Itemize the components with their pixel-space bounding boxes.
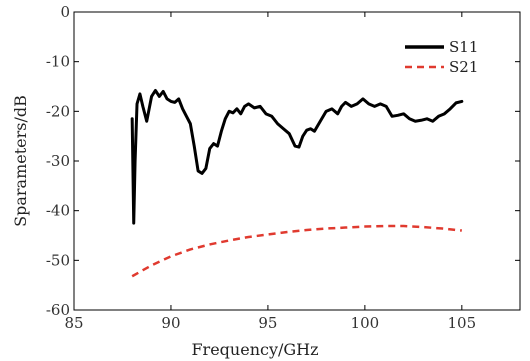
y-axis-ticks: 0 -10 -20 -30 -40 -50 -60 xyxy=(46,3,520,319)
series-line-s11 xyxy=(130,88,464,225)
x-tick-label: 85 xyxy=(64,314,83,332)
y-tick-label: -40 xyxy=(46,202,70,220)
series-layer xyxy=(130,88,464,278)
y-axis-title: Sparameters/dB xyxy=(11,95,30,227)
plot-frame xyxy=(73,11,521,311)
y-tick-label: -20 xyxy=(46,102,70,120)
y-tick-label: 0 xyxy=(60,3,70,21)
x-tick-label: 105 xyxy=(448,314,477,332)
legend-label-s21: S21 xyxy=(449,58,478,76)
y-tick-label: -30 xyxy=(46,152,70,170)
y-tick-label: -60 xyxy=(46,301,70,319)
x-axis-title: Frequency/GHz xyxy=(191,340,318,359)
x-tick-label: 95 xyxy=(258,314,277,332)
x-tick-label: 100 xyxy=(351,314,380,332)
y-tick-label: -50 xyxy=(46,251,70,269)
y-tick-label: -10 xyxy=(46,53,70,71)
x-tick-label: 90 xyxy=(161,314,180,332)
legend-label-s11: S11 xyxy=(449,38,478,56)
series-line-s21 xyxy=(131,224,462,278)
legend: S11 S21 xyxy=(405,38,478,76)
x-axis-ticks: 85 90 95 100 105 xyxy=(64,12,476,332)
